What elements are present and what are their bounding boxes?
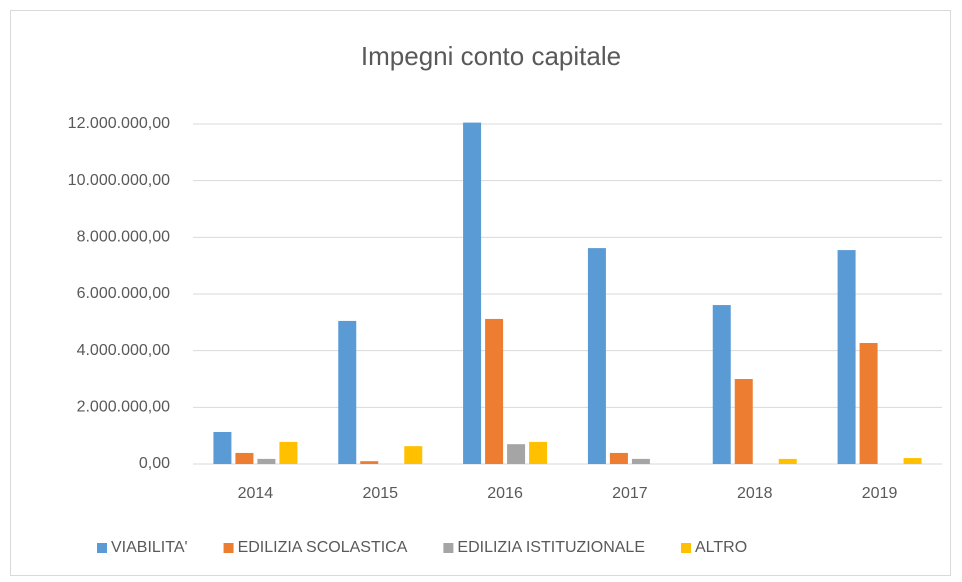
bar: [712, 305, 731, 464]
bar: [837, 250, 856, 464]
legend-label: VIABILITA': [111, 539, 188, 556]
x-tick-label: 2014: [238, 485, 274, 502]
bar: [463, 122, 482, 464]
y-tick-label: 10.000.000,00: [68, 172, 170, 189]
bar: [404, 446, 423, 464]
x-tick-label: 2018: [737, 485, 773, 502]
bar: [213, 431, 232, 464]
legend-swatch: [97, 543, 107, 553]
x-tick-label: 2015: [362, 485, 398, 502]
y-tick-label: 2.000.000,00: [77, 399, 171, 416]
bar: [778, 458, 797, 464]
y-tick-label: 6.000.000,00: [77, 285, 171, 302]
x-tick-label: 2017: [612, 485, 648, 502]
bar: [338, 320, 357, 464]
bar: [507, 444, 526, 464]
y-tick-label: 8.000.000,00: [77, 229, 171, 246]
x-tick-label: 2019: [862, 485, 898, 502]
legend-swatch: [680, 543, 691, 553]
legend-label: EDILIZIA ISTITUZIONALE: [457, 539, 645, 556]
legend-swatch: [223, 543, 234, 553]
y-tick-label: 12.000.000,00: [68, 115, 170, 132]
bar: [257, 458, 276, 464]
bar: [360, 461, 379, 464]
legend-label: ALTRO: [695, 539, 747, 556]
bar: [631, 458, 650, 464]
legend-label: EDILIZIA SCOLASTICA: [238, 539, 408, 556]
bar: [609, 452, 628, 464]
bar: [279, 441, 298, 464]
y-tick-label: 4.000.000,00: [77, 342, 171, 359]
y-tick-label: 0,00: [139, 455, 170, 472]
bar: [587, 248, 606, 464]
legend-swatch: [443, 543, 454, 553]
bar: [734, 379, 753, 464]
x-tick-label: 2016: [487, 485, 523, 502]
bar: [529, 441, 548, 464]
bar: [485, 318, 504, 464]
bar: [235, 452, 254, 464]
bar: [903, 458, 922, 464]
chart-title: Impegni conto capitale: [361, 41, 621, 71]
bar: [859, 343, 878, 464]
